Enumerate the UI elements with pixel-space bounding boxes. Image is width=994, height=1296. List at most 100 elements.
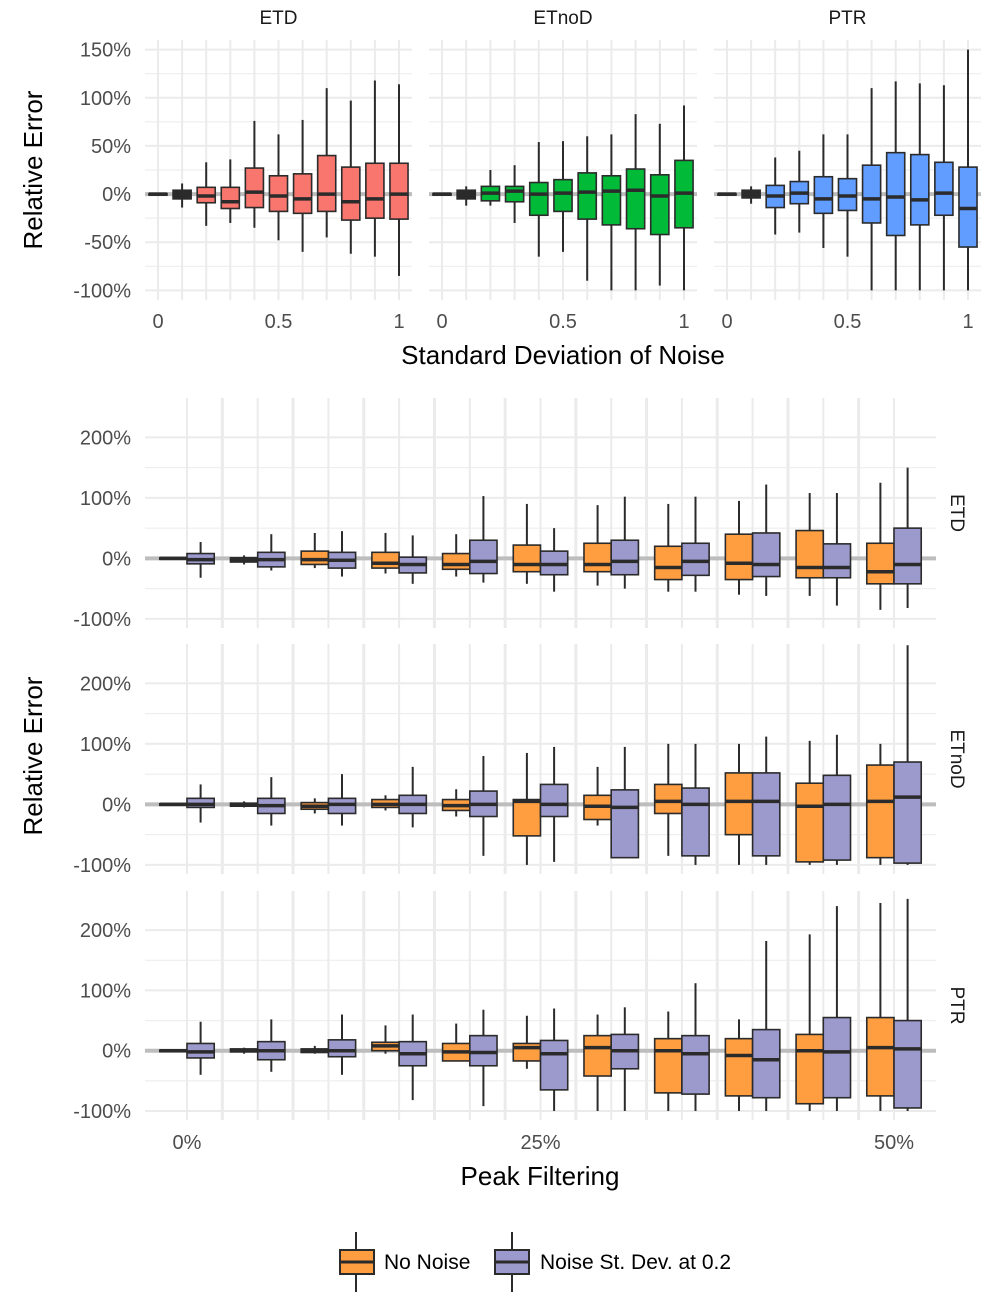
box-PTR-noise-20 [468, 1009, 498, 1107]
box-ETnoD-0.3 [504, 165, 525, 223]
box-ETD-no-noise-30 [583, 505, 613, 586]
y-tick-label: 100% [80, 980, 131, 1002]
box [268, 174, 289, 213]
box-ETD-noise-30 [610, 496, 640, 589]
box-ETD-no-noise-35 [653, 503, 683, 592]
box-PTR-no-noise-10 [300, 1045, 330, 1054]
box-ETnoD-noise-45 [822, 734, 852, 865]
box-PTR-noise-0 [186, 1021, 216, 1075]
box-ETD-noise-45 [822, 493, 852, 606]
box [795, 782, 825, 863]
box-ETnoD-no-noise-30 [583, 766, 613, 826]
box-PTR-no-noise-35 [653, 1011, 683, 1111]
box [751, 1028, 781, 1099]
bottom-panel-ETD: -100% 0% 100% 200% ETD [73, 398, 967, 631]
box-PTR-0.3 [789, 150, 810, 233]
box [371, 551, 400, 569]
box-ETD-noise-10 [327, 531, 357, 577]
y-tick-label: 100% [80, 734, 131, 756]
panel-strip-label: ETD [946, 494, 967, 532]
box [751, 772, 781, 857]
box-PTR-no-noise-25 [512, 1015, 542, 1069]
x-tick-label: 1 [678, 311, 689, 333]
box-ETnoD-no-noise-45 [795, 740, 825, 865]
box [724, 533, 754, 581]
box-ETnoD-noise-15 [398, 766, 428, 828]
box-PTR-no-noise-40 [724, 1019, 754, 1111]
y-tick-label: -100% [73, 280, 131, 302]
box [653, 783, 683, 815]
box [468, 1034, 498, 1067]
y-tick-label: 200% [80, 920, 131, 942]
box-ETnoD-no-noise-15 [371, 795, 400, 811]
box-ETnoD-no-noise-40 [724, 743, 754, 865]
y-tick-label: 100% [80, 88, 131, 110]
box-ETnoD-0.5 [553, 141, 573, 252]
top-chart: ETD 0 0.5 1 ETnoD 0 0.5 1 PTR 0 0.5 1 -100% -50% 0% 50%… [73, 8, 981, 333]
box-PTR-no-noise-45 [795, 934, 825, 1111]
box [865, 542, 895, 585]
box-ETnoD-0 [432, 192, 452, 196]
box-ETD-noise-35 [681, 496, 710, 592]
box-ETD-no-noise-10 [300, 532, 330, 569]
y-tick-label: -50% [84, 232, 131, 254]
y-tick-label: 0% [102, 548, 131, 570]
y-tick-label: -100% [73, 609, 131, 631]
box-ETnoD-noise-50 [893, 645, 923, 865]
box [504, 185, 525, 203]
box-PTR-0.6 [861, 88, 882, 291]
box [610, 539, 640, 576]
box [441, 552, 471, 571]
x-tick-label: 1 [393, 311, 404, 333]
box-ETD-noise-5 [256, 534, 286, 571]
box-ETD-no-noise-45 [795, 493, 825, 596]
x-tick-label: 0 [436, 311, 447, 333]
box [751, 532, 781, 578]
box-ETD-0.4 [244, 120, 265, 228]
x-tick-label: 0 [152, 311, 163, 333]
box-PTR-no-noise-30 [583, 1014, 613, 1111]
box-ETD-noise-25 [539, 528, 569, 592]
box-PTR-noise-30 [610, 1007, 640, 1111]
y-tick-label: 100% [80, 488, 131, 510]
box-ETnoD-no-noise-20 [441, 789, 471, 817]
box-ETD-0.5 [268, 134, 289, 241]
box [813, 175, 834, 215]
box-ETnoD-noise-30 [610, 746, 640, 859]
box-ETD-0.2 [196, 162, 217, 226]
box [577, 172, 598, 220]
box-ETnoD-0.4 [528, 142, 549, 257]
box-ETnoD-0.2 [480, 170, 501, 206]
box-ETnoD-noise-5 [256, 777, 286, 826]
box [539, 1039, 569, 1091]
box [865, 1016, 895, 1097]
box-PTR-noise-50 [893, 898, 923, 1111]
box-PTR-no-noise-50 [865, 903, 895, 1111]
bottom-panel-PTR: -100% 0% 100% 200% PTR [73, 891, 967, 1123]
box-ETnoD-no-noise-5 [229, 801, 259, 808]
box [292, 173, 313, 215]
box-ETD-0.3 [220, 159, 241, 223]
box-ETD-0 [148, 192, 168, 196]
x-tick-label: 0.5 [265, 311, 293, 333]
top-x-axis-title: Standard Deviation of Noise [401, 340, 725, 370]
box-PTR-0.2 [765, 157, 786, 235]
box-ETnoD-no-noise-10 [300, 798, 330, 814]
bottom-y-axis-title: Relative Error [18, 676, 48, 835]
box-ETD-0.7 [316, 88, 337, 238]
box-ETD-no-noise-20 [441, 534, 471, 577]
panel-strip-label: ETnoD [533, 8, 592, 29]
box-PTR-0.7 [885, 81, 906, 291]
y-tick-label: 50% [91, 136, 131, 158]
box-ETnoD-0.8 [625, 114, 646, 291]
box [822, 774, 852, 861]
box-PTR-noise-45 [822, 906, 852, 1111]
y-tick-label: 200% [80, 427, 131, 449]
box-ETD-0.6 [292, 119, 313, 252]
box [553, 178, 573, 213]
box-ETnoD-noise-20 [468, 755, 498, 856]
box-ETnoD-no-noise-0 [158, 802, 188, 807]
box-ETD-noise-40 [751, 484, 781, 596]
top-y-axis-title: Relative Error [18, 90, 48, 249]
box [795, 1033, 825, 1105]
